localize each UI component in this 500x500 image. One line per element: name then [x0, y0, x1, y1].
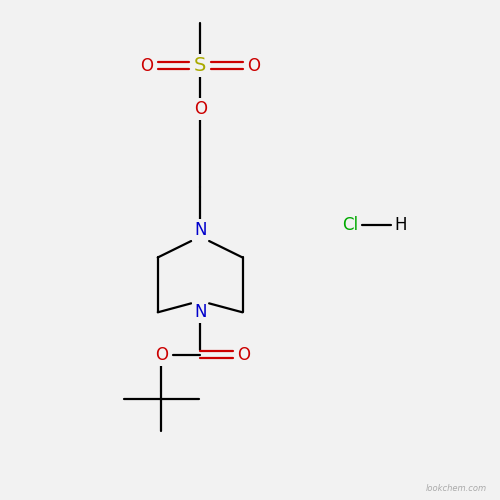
Text: O: O — [154, 346, 168, 364]
Text: O: O — [248, 56, 260, 74]
Text: N: N — [194, 221, 206, 239]
Text: H: H — [394, 216, 407, 234]
Text: O: O — [140, 56, 153, 74]
Text: O: O — [194, 100, 206, 118]
Text: N: N — [194, 304, 206, 322]
Text: S: S — [194, 56, 206, 75]
Text: O: O — [238, 346, 250, 364]
Text: Cl: Cl — [342, 216, 358, 234]
Text: lookchem.com: lookchem.com — [426, 484, 487, 494]
